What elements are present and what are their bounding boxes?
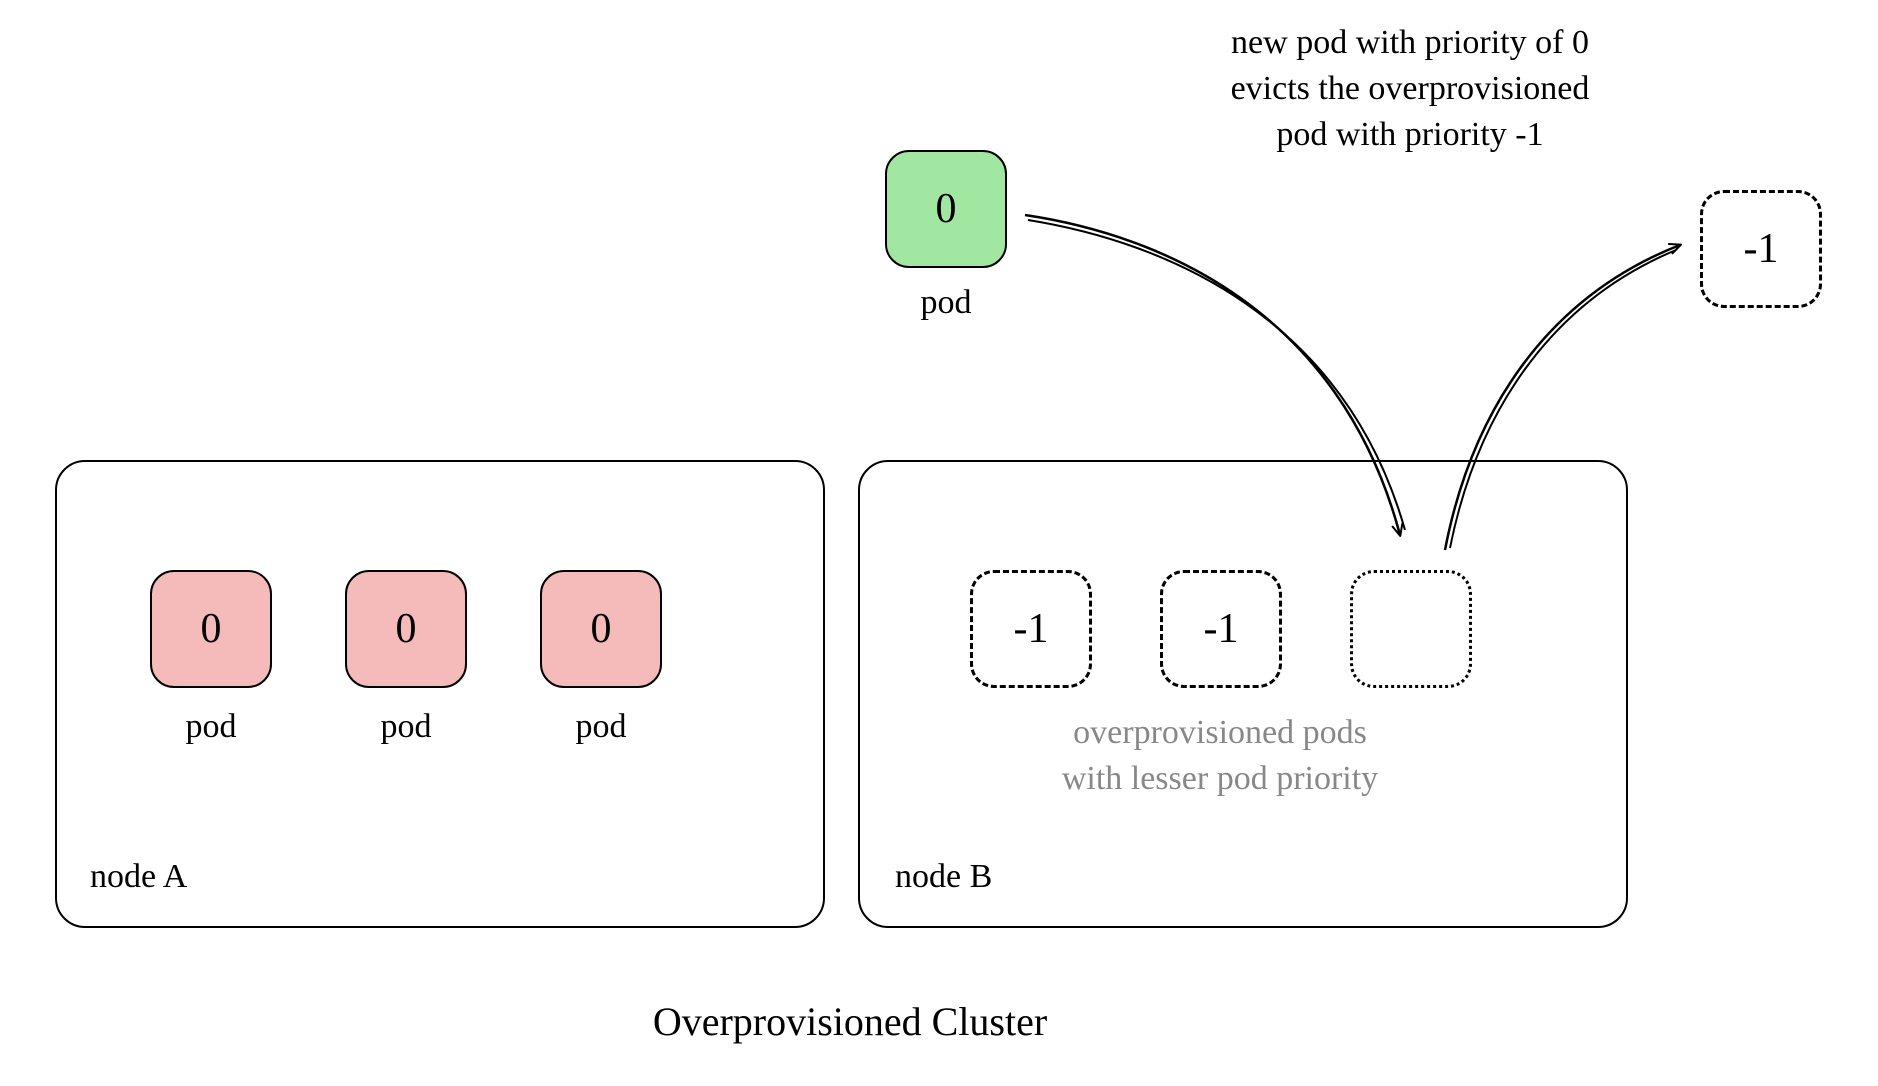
node-a-pod-3: 0 (540, 570, 662, 688)
node-a-label: node A (90, 858, 187, 896)
node-a-pod-3-label: pod (540, 708, 662, 746)
node-a-pod-2: 0 (345, 570, 467, 688)
node-b-label: node B (895, 858, 992, 896)
node-a-pod-3-value: 0 (591, 605, 612, 653)
evicted-pod: -1 (1700, 190, 1822, 308)
node-b-pod-1: -1 (970, 570, 1092, 688)
evicted-pod-value: -1 (1744, 225, 1779, 273)
new-pod-label: pod (885, 284, 1007, 322)
node-b-caption-line-1: overprovisioned pods (960, 710, 1480, 756)
node-b-pod-2: -1 (1160, 570, 1282, 688)
node-a-pod-1-value: 0 (201, 605, 222, 653)
node-b-pod-2-value: -1 (1204, 605, 1239, 653)
node-a-pod-2-label: pod (345, 708, 467, 746)
node-a-pod-2-value: 0 (396, 605, 417, 653)
annotation-line-2: evicts the overprovisioned (1130, 66, 1690, 112)
node-b-pod-1-value: -1 (1014, 605, 1049, 653)
node-b-pod-3 (1350, 570, 1472, 688)
annotation-line-3: pod with priority -1 (1130, 112, 1690, 158)
diagram-title: Overprovisioned Cluster (0, 998, 1700, 1045)
annotation-text: new pod with priority of 0 evicts the ov… (1130, 20, 1690, 158)
annotation-line-1: new pod with priority of 0 (1130, 20, 1690, 66)
node-b-caption: overprovisioned pods with lesser pod pri… (960, 710, 1480, 802)
node-a-pod-1: 0 (150, 570, 272, 688)
new-pod-value: 0 (936, 185, 957, 233)
node-b-caption-line-2: with lesser pod priority (960, 756, 1480, 802)
node-a-pod-1-label: pod (150, 708, 272, 746)
new-pod: 0 (885, 150, 1007, 268)
